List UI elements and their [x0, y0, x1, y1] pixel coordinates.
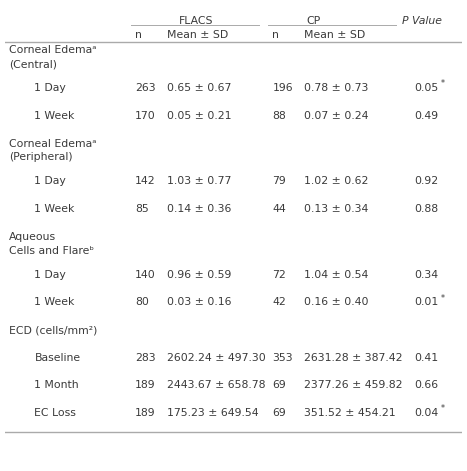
Text: 1 Day: 1 Day: [35, 83, 66, 93]
Text: *: *: [440, 80, 445, 89]
Text: 142: 142: [135, 177, 156, 187]
Text: 263: 263: [135, 83, 156, 93]
Text: 0.78 ± 0.73: 0.78 ± 0.73: [304, 83, 369, 93]
Text: n: n: [135, 30, 142, 40]
Text: 69: 69: [272, 408, 286, 418]
Text: 85: 85: [135, 204, 149, 214]
Text: 0.03 ± 0.16: 0.03 ± 0.16: [167, 297, 232, 308]
Text: 1.02 ± 0.62: 1.02 ± 0.62: [304, 177, 369, 187]
Text: 189: 189: [135, 381, 156, 390]
Text: *: *: [440, 293, 445, 303]
Text: 1 Day: 1 Day: [35, 177, 66, 187]
Text: 1 Month: 1 Month: [35, 381, 79, 390]
Text: 0.92: 0.92: [414, 177, 439, 187]
Text: 0.41: 0.41: [414, 353, 439, 363]
Text: 0.04: 0.04: [414, 408, 439, 418]
Text: 0.65 ± 0.67: 0.65 ± 0.67: [167, 83, 232, 93]
Text: 0.96 ± 0.59: 0.96 ± 0.59: [167, 270, 232, 280]
Text: 353: 353: [272, 353, 293, 363]
Text: 0.05: 0.05: [414, 83, 439, 93]
Text: Cells and Flareᵇ: Cells and Flareᵇ: [9, 246, 94, 256]
Text: 0.88: 0.88: [414, 204, 439, 214]
Text: Mean ± SD: Mean ± SD: [304, 30, 366, 40]
Text: 0.14 ± 0.36: 0.14 ± 0.36: [167, 204, 232, 214]
Text: 351.52 ± 454.21: 351.52 ± 454.21: [304, 408, 396, 418]
Text: 189: 189: [135, 408, 156, 418]
Text: 2602.24 ± 497.30: 2602.24 ± 497.30: [167, 353, 266, 363]
Text: *: *: [440, 405, 445, 414]
Text: 0.66: 0.66: [414, 381, 439, 390]
Text: 0.49: 0.49: [414, 111, 439, 121]
Text: 1 Week: 1 Week: [35, 111, 75, 121]
Text: 72: 72: [272, 270, 286, 280]
Text: EC Loss: EC Loss: [35, 408, 76, 418]
Text: P Value: P Value: [402, 16, 442, 26]
Text: 1 Week: 1 Week: [35, 204, 75, 214]
Text: Mean ± SD: Mean ± SD: [167, 30, 228, 40]
Text: 0.05 ± 0.21: 0.05 ± 0.21: [167, 111, 232, 121]
Text: 0.01: 0.01: [414, 297, 439, 308]
Text: 170: 170: [135, 111, 156, 121]
Text: 79: 79: [272, 177, 286, 187]
Text: 140: 140: [135, 270, 156, 280]
Text: 1.03 ± 0.77: 1.03 ± 0.77: [167, 177, 232, 187]
Text: 175.23 ± 649.54: 175.23 ± 649.54: [167, 408, 259, 418]
Text: n: n: [272, 30, 279, 40]
Text: 1.04 ± 0.54: 1.04 ± 0.54: [304, 270, 369, 280]
Text: ECD (cells/mm²): ECD (cells/mm²): [9, 325, 98, 335]
Text: 2377.26 ± 459.82: 2377.26 ± 459.82: [304, 381, 403, 390]
Text: 2631.28 ± 387.42: 2631.28 ± 387.42: [304, 353, 403, 363]
Text: 283: 283: [135, 353, 156, 363]
Text: CP: CP: [307, 16, 321, 26]
Text: 44: 44: [272, 204, 286, 214]
Text: 80: 80: [135, 297, 149, 308]
Text: FLACS: FLACS: [178, 16, 213, 26]
Text: 1 Day: 1 Day: [35, 270, 66, 280]
Text: 69: 69: [272, 381, 286, 390]
Text: Aqueous: Aqueous: [9, 232, 57, 242]
Text: 88: 88: [272, 111, 286, 121]
Text: 2443.67 ± 658.78: 2443.67 ± 658.78: [167, 381, 266, 390]
Text: 0.13 ± 0.34: 0.13 ± 0.34: [304, 204, 369, 214]
Text: Corneal Edemaᵃ: Corneal Edemaᵃ: [9, 45, 97, 55]
Text: (Peripheral): (Peripheral): [9, 153, 73, 162]
Text: Baseline: Baseline: [35, 353, 80, 363]
Text: Corneal Edemaᵃ: Corneal Edemaᵃ: [9, 138, 97, 148]
Text: 0.07 ± 0.24: 0.07 ± 0.24: [304, 111, 369, 121]
Text: 42: 42: [272, 297, 286, 308]
Text: 196: 196: [272, 83, 293, 93]
Text: (Central): (Central): [9, 59, 57, 69]
Text: 0.16 ± 0.40: 0.16 ± 0.40: [304, 297, 369, 308]
Text: 1 Week: 1 Week: [35, 297, 75, 308]
Text: 0.34: 0.34: [414, 270, 439, 280]
